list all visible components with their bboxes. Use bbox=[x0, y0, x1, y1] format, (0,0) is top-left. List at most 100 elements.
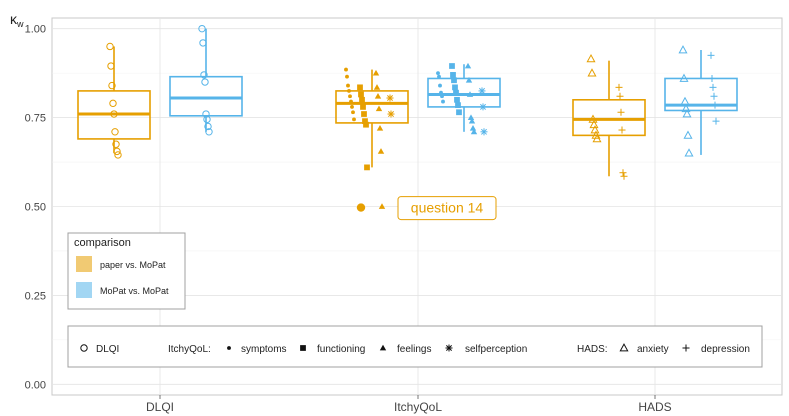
y-tick-label: 0.00 bbox=[25, 379, 46, 391]
point-triangle bbox=[374, 93, 382, 99]
point-dot bbox=[227, 346, 231, 350]
point-triangle-open bbox=[684, 148, 694, 157]
points bbox=[106, 24, 720, 209]
point-circle bbox=[113, 147, 121, 156]
point-square bbox=[450, 72, 456, 78]
point-square bbox=[360, 104, 366, 110]
legend-shapes: DLQI ItchyQoL: symptoms functioning feelings… bbox=[67, 325, 763, 368]
point-asterisk bbox=[479, 103, 487, 111]
point-square bbox=[449, 63, 455, 69]
point-triangle-open bbox=[592, 134, 602, 143]
point-asterisk bbox=[445, 344, 453, 352]
x-tick-label: HADS bbox=[638, 400, 671, 414]
point-dot bbox=[349, 99, 353, 104]
point-circle bbox=[108, 81, 116, 90]
point-square bbox=[456, 109, 462, 116]
x-tick-label: DLQI bbox=[146, 400, 174, 414]
point-circle bbox=[110, 110, 118, 118]
point-circle bbox=[107, 62, 115, 70]
point-triangle bbox=[375, 105, 383, 112]
y-tick-label: 0.25 bbox=[25, 290, 46, 302]
point-triangle-open bbox=[587, 68, 597, 77]
point-dot bbox=[437, 74, 441, 79]
x-axis: DLQI ItchyQoL HADS bbox=[146, 395, 672, 414]
annotation-box bbox=[397, 196, 497, 221]
point-square bbox=[363, 121, 369, 128]
point-circle bbox=[112, 140, 120, 148]
point-circle bbox=[202, 110, 210, 118]
point-square bbox=[451, 77, 457, 84]
box-iqr bbox=[572, 99, 646, 137]
point-asterisk bbox=[478, 87, 486, 95]
point-triangle-open bbox=[682, 109, 692, 118]
point-triangle bbox=[468, 117, 476, 124]
point-triangle bbox=[469, 125, 477, 131]
legend-shapes-label: symptoms bbox=[241, 344, 287, 355]
point-asterisk bbox=[480, 128, 488, 136]
point-plus bbox=[709, 83, 717, 91]
point-square bbox=[358, 91, 364, 98]
point-circle bbox=[204, 122, 212, 131]
legend-comparison: comparison paper vs. MoPat MoPat vs. MoPat bbox=[67, 232, 186, 310]
point-dot bbox=[438, 83, 442, 88]
annotation-label: question 14 bbox=[411, 200, 484, 216]
point-square bbox=[454, 96, 460, 103]
point-triangle-open bbox=[683, 130, 693, 139]
point-triangle-open bbox=[619, 343, 629, 352]
point-triangle bbox=[377, 148, 385, 154]
legend-shapes-group-title: ItchyQoL: bbox=[168, 344, 211, 355]
annotation-point bbox=[356, 203, 366, 212]
point-plus bbox=[620, 172, 628, 180]
point-triangle bbox=[470, 128, 478, 135]
point-circle bbox=[203, 115, 211, 124]
point-plus bbox=[710, 92, 718, 100]
point-triangle bbox=[465, 77, 473, 83]
point-dot bbox=[345, 74, 349, 79]
point-square bbox=[361, 111, 367, 117]
point-square bbox=[359, 96, 365, 103]
y-axis-label: κw bbox=[10, 11, 24, 29]
point-dot bbox=[352, 117, 356, 122]
annotation: question 14 bbox=[356, 196, 497, 221]
point-triangle bbox=[467, 114, 475, 120]
point-triangle bbox=[464, 62, 472, 69]
point-square bbox=[364, 164, 370, 171]
y-tick-label: 1.00 bbox=[25, 24, 46, 36]
boxes bbox=[77, 28, 738, 177]
legend-shapes-group-title: HADS: bbox=[577, 344, 608, 355]
legend-comparison-swatch bbox=[76, 256, 92, 272]
point-dot bbox=[439, 90, 443, 95]
box-iqr bbox=[169, 75, 243, 117]
legend-shapes-label: functioning bbox=[317, 344, 365, 355]
point-square bbox=[453, 89, 459, 96]
legend-shapes-frame bbox=[67, 325, 763, 368]
point-asterisk bbox=[386, 94, 394, 102]
point-circle bbox=[109, 99, 117, 108]
point-circle bbox=[106, 42, 114, 51]
point-triangle-open bbox=[591, 130, 601, 139]
point-plus bbox=[707, 51, 715, 59]
point-circle bbox=[80, 344, 88, 352]
point-triangle bbox=[378, 203, 386, 209]
point-circle bbox=[199, 39, 207, 47]
point-triangle bbox=[376, 125, 384, 131]
point-triangle bbox=[379, 344, 387, 351]
point-triangle-open bbox=[678, 45, 688, 54]
point-plus bbox=[682, 344, 690, 352]
legend-shapes-label: feelings bbox=[397, 344, 431, 355]
point-plus bbox=[616, 92, 624, 100]
legend-comparison-title: comparison bbox=[74, 237, 131, 249]
point-square bbox=[357, 84, 363, 91]
legend-comparison-label: paper vs. MoPat bbox=[100, 260, 166, 270]
grid-major bbox=[52, 18, 782, 395]
point-plus bbox=[711, 101, 719, 109]
point-dot bbox=[441, 99, 445, 104]
point-triangle bbox=[466, 91, 474, 97]
point-square bbox=[300, 345, 306, 351]
point-square bbox=[455, 102, 461, 109]
point-triangle-open bbox=[586, 54, 596, 63]
point-plus bbox=[617, 108, 625, 116]
y-tick-label: 0.50 bbox=[25, 202, 46, 214]
legend-shapes-label: DLQI bbox=[96, 344, 119, 355]
